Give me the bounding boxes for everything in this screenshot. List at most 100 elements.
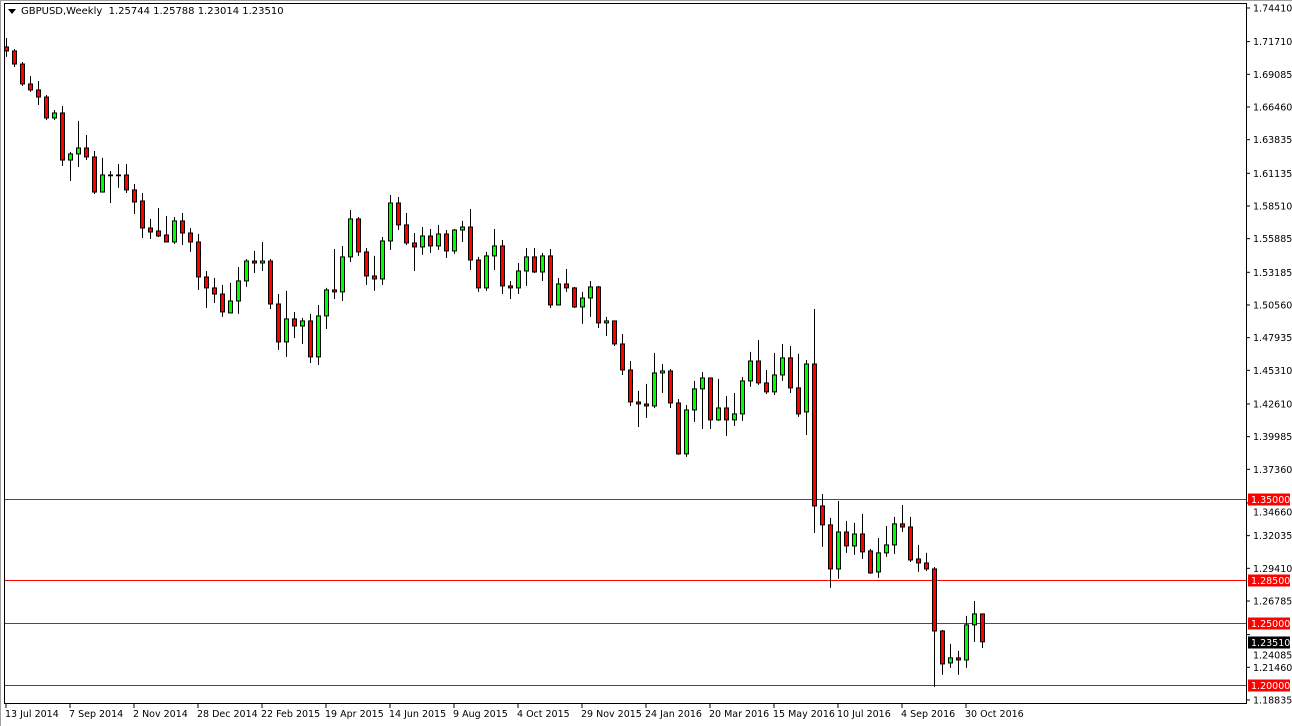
level-lines: [5, 499, 1246, 686]
candle-body: [804, 363, 809, 413]
candle: [724, 395, 729, 436]
candle-body: [132, 189, 137, 203]
candle-body: [532, 256, 537, 273]
price-axis[interactable]: 1.74410 1.71710 1.69085 1.66460 1.63835 1.611…: [1246, 4, 1292, 707]
candle: [428, 229, 433, 253]
candle: [388, 195, 393, 250]
candle-body: [860, 533, 865, 553]
candle-body: [244, 260, 249, 282]
candle-body: [548, 255, 553, 306]
candle: [508, 280, 513, 299]
y-tick-label: 1.29410: [1253, 564, 1292, 575]
candle: [836, 500, 841, 579]
candle: [252, 250, 257, 273]
candle-body: [844, 531, 849, 547]
candle-body: [340, 256, 345, 293]
candle: [108, 170, 113, 203]
candle: [564, 268, 569, 292]
candle-body: [924, 562, 929, 570]
candles: [4, 38, 985, 687]
candle: [668, 368, 673, 408]
candle: [788, 345, 793, 394]
candle: [468, 208, 473, 270]
candle-body: [36, 89, 41, 98]
time-axis[interactable]: 13 Jul 2014 7 Sep 2014 2 Nov 2014 28 Dec 20…: [5, 703, 1024, 720]
candle-body: [796, 387, 801, 415]
candle: [188, 228, 193, 252]
candle: [604, 316, 609, 336]
candle: [4, 38, 9, 57]
candle-body: [84, 147, 89, 158]
candle-body: [404, 224, 409, 244]
candle: [820, 493, 825, 547]
candle: [476, 256, 481, 292]
candle: [756, 339, 761, 385]
candle: [372, 255, 377, 291]
candle-body: [140, 200, 145, 229]
candle: [516, 263, 521, 295]
x-tick-label: 10 Jul 2016: [837, 709, 891, 720]
candle: [116, 164, 121, 188]
candle: [900, 504, 905, 532]
candle: [28, 75, 33, 92]
candle-body: [476, 259, 481, 289]
y-tick-label: 1.45310: [1253, 366, 1292, 377]
candle: [572, 286, 577, 308]
level-price-badge: [1248, 493, 1290, 506]
candle-body: [908, 526, 913, 561]
candle: [420, 227, 425, 255]
candle-body: [124, 174, 129, 191]
candle-body: [76, 147, 81, 155]
candle: [620, 333, 625, 375]
candle-body: [412, 242, 417, 248]
y-tick-label: 1.63835: [1253, 135, 1292, 146]
candle-body: [28, 83, 33, 91]
x-tick-label: 22 Feb 2015: [261, 709, 320, 720]
candle: [532, 247, 537, 273]
candle-body: [172, 220, 177, 243]
candle-body: [596, 286, 601, 324]
candle: [596, 285, 601, 329]
y-tick-label: 1.32035: [1253, 531, 1292, 542]
candle-body: [452, 229, 457, 252]
x-tick-label: 9 Aug 2015: [453, 709, 508, 720]
candle-body: [252, 260, 257, 264]
x-tick-label: 4 Oct 2015: [517, 709, 570, 720]
candle-body: [892, 523, 897, 546]
x-tick-label: 13 Jul 2014: [5, 709, 59, 720]
dropdown-triangle-icon[interactable]: [8, 8, 16, 14]
candle: [876, 537, 881, 578]
candle: [364, 247, 369, 285]
candle: [884, 525, 889, 557]
candle-body: [676, 402, 681, 455]
candle: [348, 209, 353, 263]
candle: [852, 522, 857, 555]
candle: [644, 383, 649, 418]
candle-body: [652, 372, 657, 407]
candle-body: [420, 235, 425, 248]
y-tick-label: 1.47935: [1253, 333, 1292, 344]
x-tick-label: 24 Jan 2016: [645, 709, 702, 720]
candle: [220, 284, 225, 317]
candle: [172, 216, 177, 244]
candle-body: [812, 363, 817, 507]
current-price-badge: [1248, 636, 1290, 649]
level-price-label: 1.35000: [1251, 495, 1290, 506]
candle: [780, 343, 785, 381]
candle-body: [396, 202, 401, 226]
candle: [324, 287, 329, 330]
candle: [524, 247, 529, 286]
y-tick-label: 1.34660: [1253, 508, 1292, 519]
candle-body: [948, 657, 953, 664]
candle: [212, 277, 217, 303]
candle-body: [764, 382, 769, 393]
candle-body: [196, 241, 201, 278]
candle-body: [60, 112, 65, 161]
candle-body: [964, 624, 969, 661]
candle-body: [636, 401, 641, 405]
candle-body: [772, 374, 777, 393]
candle-body: [500, 245, 505, 287]
candle: [708, 377, 713, 429]
